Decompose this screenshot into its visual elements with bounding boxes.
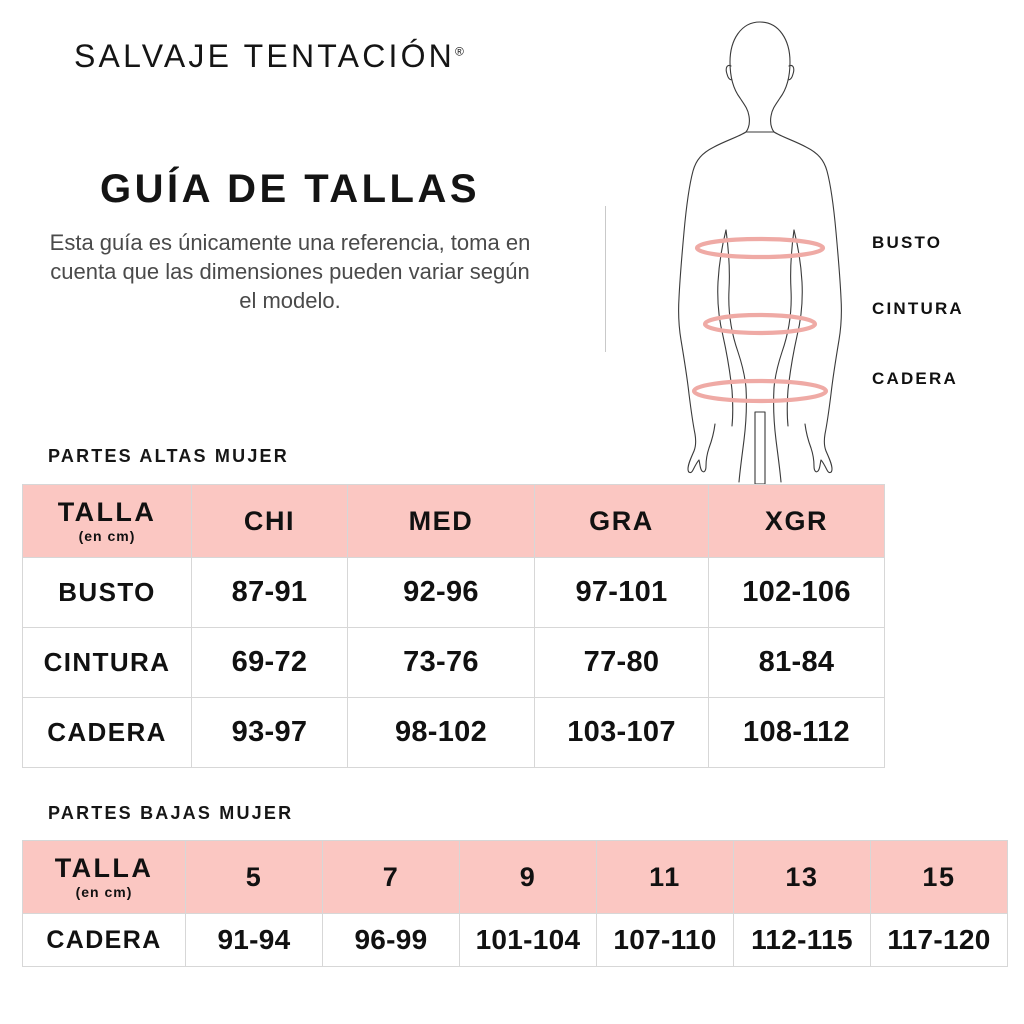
intro-description: Esta guía es únicamente una referencia, …: [49, 230, 531, 314]
cintura-band: [702, 312, 818, 336]
header-cell-gra: GRA: [534, 484, 709, 558]
header-cell-size-15: 15: [870, 840, 1008, 914]
header-cell-size-7: 7: [322, 840, 460, 914]
header-cell-chi: CHI: [191, 484, 348, 558]
cell-cadera-gra: 103-107: [534, 697, 709, 768]
brand-wordmark: SALVAJE TENTACIÓN®: [74, 38, 464, 75]
cell-cintura-chi: 69-72: [191, 627, 348, 698]
cell-cintura-xgr: 81-84: [708, 627, 885, 698]
table-header-row: TALLA (en cm) 5 7 9 11 13 15: [22, 840, 1008, 914]
header-cell-size-9: 9: [459, 840, 597, 914]
page-title: GUÍA DE TALLAS: [99, 167, 481, 211]
cell-busto-xgr: 102-106: [708, 557, 885, 628]
cell-cadera-size-11: 107-110: [596, 913, 734, 967]
brand-name: SALVAJE TENTACIÓN: [74, 38, 455, 74]
cell-busto-chi: 87-91: [191, 557, 348, 628]
callout-cintura: CINTURA: [872, 299, 964, 318]
table-row: CADERA 93-97 98-102 103-107 108-112: [22, 697, 885, 768]
row-label-cadera: CADERA: [22, 697, 192, 768]
cell-cadera-med: 98-102: [347, 697, 535, 768]
section-caption-partes-altas: PARTES ALTAS MUJER: [48, 446, 289, 466]
header-cell-talla: TALLA (en cm): [22, 484, 192, 558]
size-table-partes-altas: TALLA (en cm) CHI MED GRA XGR BUSTO 87-9…: [22, 484, 885, 768]
busto-band: [694, 236, 826, 260]
cell-cadera-size-5: 91-94: [185, 913, 323, 967]
row-label-busto: BUSTO: [22, 557, 192, 628]
header-cell-size-13: 13: [733, 840, 871, 914]
talla-unit: (en cm): [78, 528, 136, 545]
body-outline-icon: [678, 21, 842, 484]
cell-cadera-size-9: 101-104: [459, 913, 597, 967]
cell-cadera-size-13: 112-115: [733, 913, 871, 967]
row-label-cintura: CINTURA: [22, 627, 192, 698]
registered-mark-icon: ®: [455, 44, 464, 59]
table-header-row: TALLA (en cm) CHI MED GRA XGR: [22, 484, 885, 558]
header-cell-size-5: 5: [185, 840, 323, 914]
female-body-figure: [630, 14, 890, 484]
header-cell-xgr: XGR: [708, 484, 885, 558]
table-row: BUSTO 87-91 92-96 97-101 102-106: [22, 557, 885, 628]
cell-cadera-chi: 93-97: [191, 697, 348, 768]
cadera-band: [691, 378, 829, 404]
vertical-divider: [605, 206, 606, 352]
header-cell-med: MED: [347, 484, 535, 558]
row-label-cadera: CADERA: [22, 913, 186, 967]
cell-cadera-size-7: 96-99: [322, 913, 460, 967]
cell-busto-gra: 97-101: [534, 557, 709, 628]
cell-cintura-gra: 77-80: [534, 627, 709, 698]
header-cell-talla: TALLA (en cm): [22, 840, 186, 914]
talla-unit: (en cm): [75, 884, 133, 901]
section-caption-partes-bajas: PARTES BAJAS MUJER: [48, 803, 294, 823]
header-cell-size-11: 11: [596, 840, 734, 914]
cell-cadera-xgr: 108-112: [708, 697, 885, 768]
talla-label: TALLA: [54, 852, 154, 883]
cell-busto-med: 92-96: [347, 557, 535, 628]
intro-block: GUÍA DE TALLAS Esta guía es únicamente u…: [40, 168, 540, 315]
cell-cadera-size-15: 117-120: [870, 913, 1008, 967]
cell-cintura-med: 73-76: [347, 627, 535, 698]
size-table-partes-bajas: TALLA (en cm) 5 7 9 11 13 15 CADERA 91-9…: [22, 840, 1008, 967]
callout-cadera: CADERA: [872, 369, 958, 388]
callout-busto: BUSTO: [872, 233, 943, 252]
table-row: CINTURA 69-72 73-76 77-80 81-84: [22, 627, 885, 698]
table-row: CADERA 91-94 96-99 101-104 107-110 112-1…: [22, 913, 1008, 967]
talla-label: TALLA: [57, 496, 157, 527]
